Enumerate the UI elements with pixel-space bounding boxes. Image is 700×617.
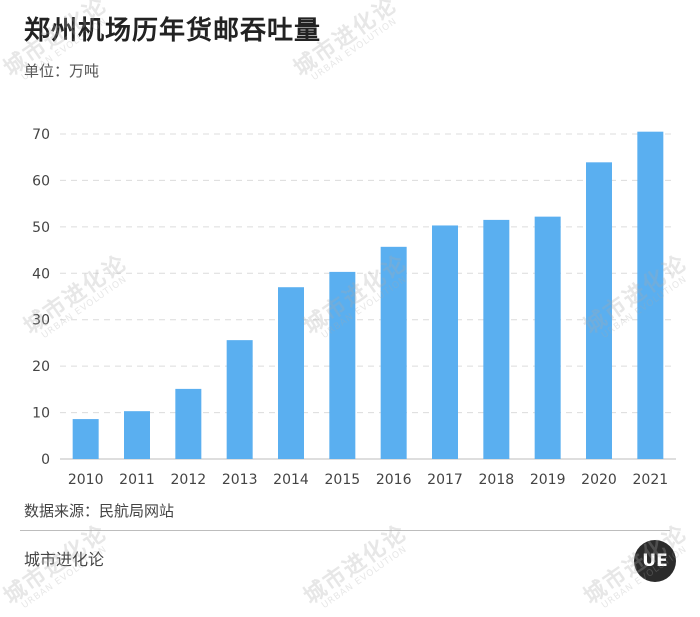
x-tick-label: 2020 [581, 472, 617, 488]
x-tick-label: 2014 [273, 472, 309, 488]
x-tick-label: 2012 [171, 472, 207, 488]
y-tick-label: 20 [32, 359, 50, 375]
bar-2013 [226, 340, 253, 459]
x-tick-label: 2010 [68, 472, 104, 488]
bar-2016 [380, 246, 407, 459]
brand-name: 城市进化论 [24, 550, 105, 569]
x-tick-label: 2011 [119, 472, 155, 488]
chart-title: 郑州机场历年货邮吞吐量 [24, 16, 322, 46]
bar-2017 [432, 225, 458, 459]
y-tick-label: 0 [41, 452, 50, 468]
bar-2018 [483, 219, 510, 459]
x-tick-label: 2019 [530, 472, 566, 488]
bar-2019 [534, 216, 561, 459]
y-tick-label: 50 [32, 220, 50, 236]
bar-2010 [72, 419, 99, 459]
data-source: 数据来源：民航局网站 [24, 502, 175, 520]
y-tick-label: 60 [32, 173, 50, 189]
bar-chart: 0 10 20 30 40 50 60 70 2010 2011 2012 2013 2014 2015 2… [32, 127, 676, 488]
y-tick-label: 10 [32, 406, 50, 422]
watermark: 城市进化论 URBAN EVOLUTION [299, 520, 413, 612]
y-tick-label: 30 [32, 313, 50, 329]
bar-2014 [278, 287, 304, 459]
unit-label: 单位：万吨 [24, 62, 100, 80]
brand-logo: UE [634, 540, 676, 582]
bar-2011 [124, 411, 150, 459]
x-tick-label: 2013 [222, 472, 258, 488]
x-tick-label: 2017 [427, 472, 463, 488]
bar-2012 [175, 388, 202, 459]
y-tick-label: 70 [32, 127, 50, 143]
x-tick-label: 2015 [325, 472, 361, 488]
bar-2015 [329, 271, 356, 459]
x-tick-label: 2021 [633, 472, 669, 488]
bar-2020 [586, 162, 612, 460]
bar-2021 [637, 131, 664, 459]
y-tick-label: 40 [32, 266, 50, 282]
divider [20, 530, 670, 531]
x-tick-label: 2016 [376, 472, 412, 488]
x-tick-label: 2018 [479, 472, 515, 488]
